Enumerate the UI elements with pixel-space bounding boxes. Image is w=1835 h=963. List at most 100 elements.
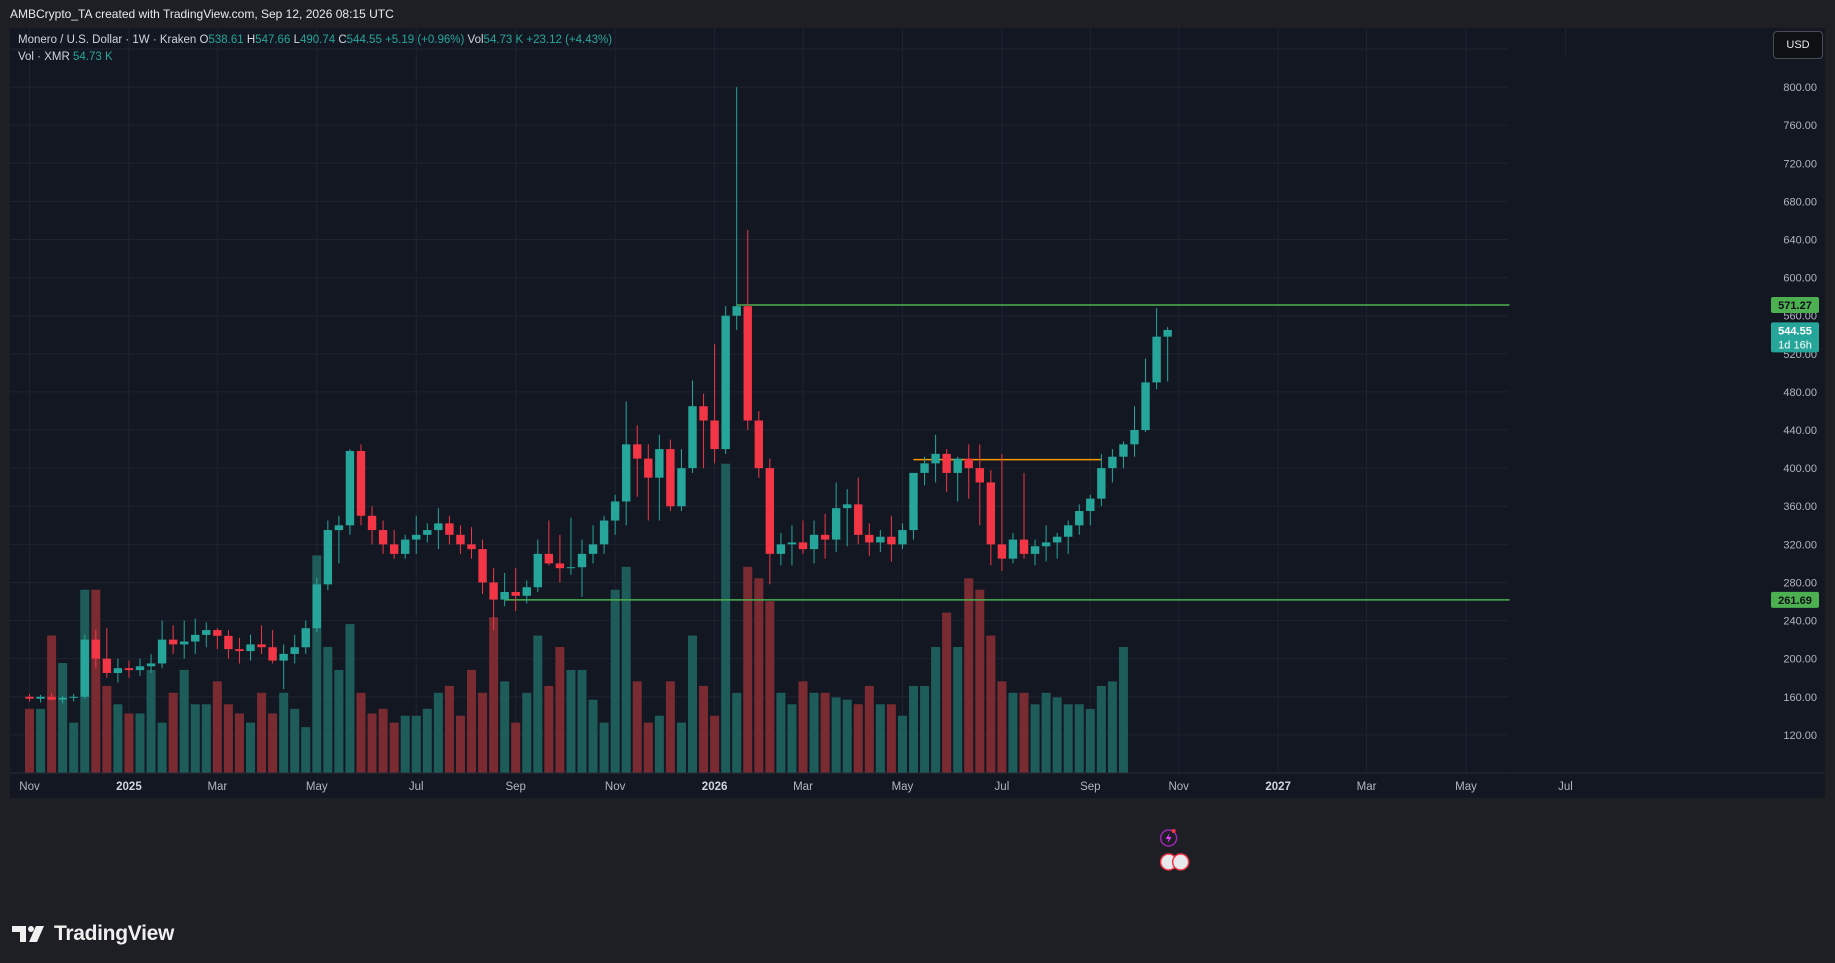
candle[interactable]: [732, 87, 741, 331]
candle[interactable]: [622, 401, 631, 526]
candle[interactable]: [898, 523, 907, 550]
candle[interactable]: [235, 637, 244, 664]
candle[interactable]: [423, 523, 432, 543]
candle[interactable]: [577, 539, 587, 597]
candle[interactable]: [290, 634, 299, 664]
candle[interactable]: [1130, 406, 1139, 457]
candle[interactable]: [1008, 532, 1018, 564]
candle[interactable]: [699, 393, 708, 469]
candle[interactable]: [389, 530, 399, 559]
candle[interactable]: [511, 568, 520, 612]
candle[interactable]: [1019, 472, 1029, 559]
candle[interactable]: [820, 513, 830, 559]
candle[interactable]: [36, 694, 45, 703]
candle[interactable]: [412, 515, 421, 554]
candle[interactable]: [69, 693, 78, 702]
candle[interactable]: [599, 515, 609, 554]
volume-series-name[interactable]: Vol · XMR: [18, 51, 70, 63]
candle[interactable]: [202, 622, 211, 648]
us-flag-event-icon[interactable]: [1171, 853, 1190, 871]
candle[interactable]: [1141, 358, 1150, 432]
candle[interactable]: [257, 625, 266, 654]
candle[interactable]: [920, 456, 929, 486]
candle[interactable]: [1064, 520, 1073, 554]
candle[interactable]: [25, 693, 34, 702]
candle[interactable]: [555, 534, 565, 583]
candle[interactable]: [1119, 441, 1128, 469]
tradingview-logo[interactable]: TradingView: [12, 922, 174, 946]
candle[interactable]: [610, 494, 620, 535]
candle[interactable]: [213, 628, 222, 650]
candle[interactable]: [666, 439, 675, 512]
candle[interactable]: [809, 520, 819, 564]
candle[interactable]: [334, 515, 344, 564]
candle[interactable]: [997, 453, 1007, 572]
candle[interactable]: [489, 568, 498, 631]
candle[interactable]: [843, 489, 852, 547]
candle[interactable]: [533, 539, 542, 592]
candle[interactable]: [456, 525, 465, 554]
price-axis[interactable]: 120.00 160.00 200.00 240.00 280.00 320.00 360.…: [1510, 44, 1819, 773]
candle[interactable]: [588, 525, 598, 564]
candle[interactable]: [113, 658, 123, 683]
candle[interactable]: [80, 634, 89, 699]
candle[interactable]: [301, 620, 310, 654]
time-axis[interactable]: Nov 2025 Mar May Jul Sep Nov 2026 Mar May Jul Sep No…: [10, 772, 1825, 798]
candle[interactable]: [931, 434, 940, 483]
candle[interactable]: [1041, 525, 1051, 562]
candle[interactable]: [478, 539, 487, 594]
candle[interactable]: [688, 380, 697, 473]
candle[interactable]: [378, 520, 388, 554]
symbol-title[interactable]: Monero / U.S. Dollar · 1W · Kraken: [18, 34, 197, 46]
candle[interactable]: [1075, 504, 1084, 535]
candle[interactable]: [1030, 539, 1040, 566]
candle[interactable]: [356, 444, 366, 526]
candle[interactable]: [1086, 494, 1095, 526]
candle[interactable]: [91, 630, 100, 669]
candle[interactable]: [168, 625, 178, 654]
candle[interactable]: [953, 456, 962, 502]
candle[interactable]: [1108, 449, 1117, 483]
candle[interactable]: [566, 517, 576, 575]
candle[interactable]: [445, 515, 454, 545]
candle[interactable]: [323, 520, 333, 591]
candle[interactable]: [500, 572, 509, 607]
candle[interactable]: [633, 425, 642, 497]
candle[interactable]: [434, 508, 443, 550]
candle[interactable]: [754, 410, 763, 478]
candle[interactable]: [721, 306, 730, 454]
candle[interactable]: [312, 577, 321, 633]
candle[interactable]: [467, 527, 476, 559]
candle[interactable]: [710, 344, 719, 464]
candle[interactable]: [887, 515, 896, 562]
candle[interactable]: [401, 534, 410, 559]
candle[interactable]: [1163, 327, 1172, 382]
candle[interactable]: [124, 660, 134, 678]
candle[interactable]: [246, 634, 255, 661]
candle[interactable]: [345, 449, 355, 535]
candle[interactable]: [180, 620, 189, 659]
candle[interactable]: [279, 644, 288, 690]
candle[interactable]: [787, 525, 797, 566]
candle[interactable]: [798, 520, 808, 554]
candle[interactable]: [191, 618, 200, 654]
candle[interactable]: [743, 229, 752, 431]
candle[interactable]: [865, 523, 874, 556]
candle[interactable]: [876, 530, 885, 552]
candle[interactable]: [102, 628, 112, 678]
candle[interactable]: [135, 658, 145, 676]
candle[interactable]: [47, 692, 56, 701]
candle[interactable]: [1152, 308, 1161, 390]
candle[interactable]: [854, 477, 863, 545]
currency-button[interactable]: USD: [1773, 31, 1823, 59]
candle[interactable]: [522, 580, 531, 604]
candle[interactable]: [765, 458, 775, 585]
candle[interactable]: [831, 482, 841, 552]
candle[interactable]: [146, 653, 156, 673]
candle[interactable]: [644, 444, 653, 521]
candle[interactable]: [224, 630, 233, 659]
candle[interactable]: [1052, 532, 1062, 559]
candle[interactable]: [776, 532, 786, 566]
candle[interactable]: [157, 620, 167, 669]
